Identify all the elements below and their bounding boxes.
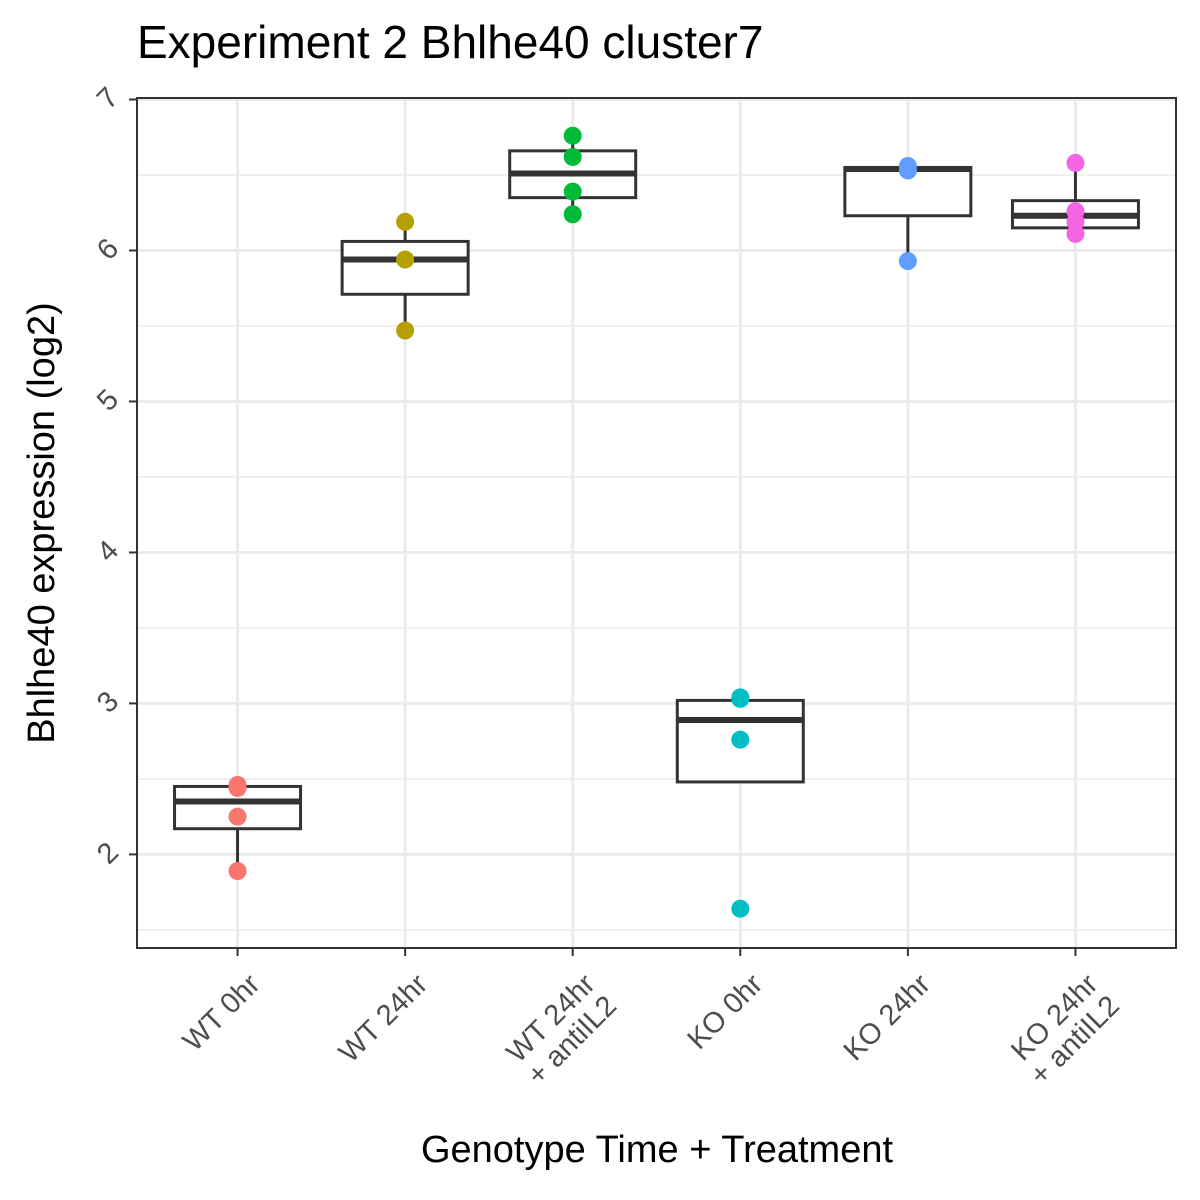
point <box>1066 224 1085 243</box>
point <box>228 862 247 881</box>
point <box>563 182 582 201</box>
point <box>396 250 415 269</box>
point <box>731 730 750 749</box>
point <box>1066 153 1085 172</box>
point <box>563 126 582 145</box>
point <box>898 161 917 180</box>
point <box>228 778 247 797</box>
x-axis-label: Genotype Time + Treatment <box>421 1129 894 1171</box>
point <box>731 689 750 708</box>
point <box>396 212 415 231</box>
point <box>731 899 750 918</box>
panel-border <box>136 97 1177 949</box>
point <box>396 321 415 340</box>
point <box>228 807 247 826</box>
point <box>563 205 582 224</box>
point <box>563 147 582 166</box>
y-axis-label: Bhlhe40 expression (log2) <box>21 302 63 744</box>
chart-title: Experiment 2 Bhlhe40 cluster7 <box>137 16 763 68</box>
point <box>898 252 917 271</box>
